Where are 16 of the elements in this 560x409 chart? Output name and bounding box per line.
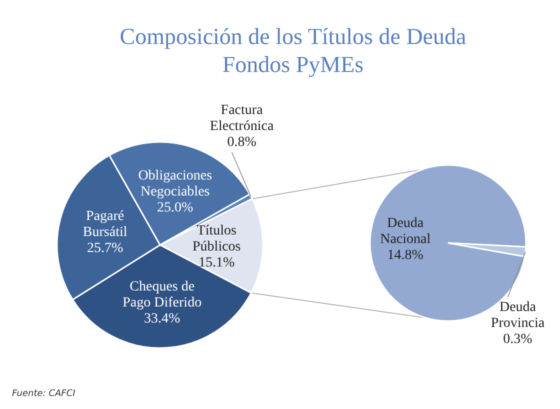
slice-label: Deuda Provincia — [490, 300, 546, 332]
data-label: 33.4% — [144, 312, 181, 327]
slice-label: Deuda Nacional — [380, 216, 431, 248]
data-label: 15.1% — [198, 256, 236, 271]
slice-label: Títulos Públicos — [192, 224, 241, 255]
data-label: 25.0% — [157, 200, 194, 216]
slice-label: Factura Electrónica — [210, 103, 274, 134]
slice-label: Obligaciones Negociables — [138, 168, 212, 200]
slice-label: Cheques de Pago Diferido — [122, 280, 202, 311]
source-note: Fuente: CAFCI — [12, 389, 76, 399]
slice-label: Pagaré Bursátil — [82, 209, 128, 240]
chart-title: Composición de los Títulos de Deuda Fondos PyMEs — [120, 24, 466, 77]
data-label: 25.7% — [87, 241, 124, 256]
data-label: 14.8% — [387, 248, 424, 264]
data-label: 0.8% — [227, 135, 257, 150]
data-label: 0.3% — [503, 332, 533, 348]
